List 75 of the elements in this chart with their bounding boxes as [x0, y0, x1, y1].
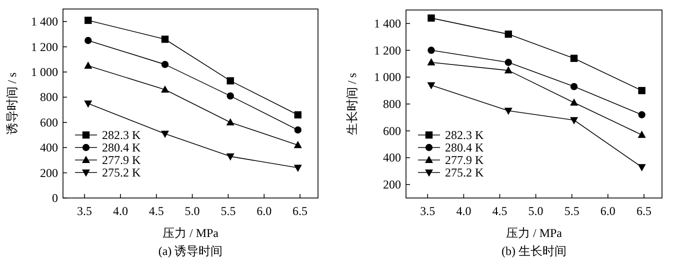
- y-tick-label: 1 400: [374, 16, 401, 30]
- y-tick-label: 200: [40, 166, 58, 180]
- y-tick-label: 200: [383, 178, 401, 192]
- y-tick-label: 800: [40, 90, 58, 104]
- point: [638, 130, 646, 138]
- x-tick-label: 6.5: [636, 204, 652, 218]
- point: [504, 30, 512, 38]
- y-tick-label: 800: [383, 97, 401, 111]
- point: [428, 46, 435, 54]
- x-tick-label: 6.0: [256, 204, 272, 218]
- point: [570, 82, 578, 90]
- text: (a) 诱导时间: [158, 244, 223, 258]
- point: [638, 86, 646, 94]
- x-tick-label: 5.5: [220, 204, 236, 218]
- point: [294, 111, 302, 118]
- point: [638, 111, 646, 118]
- point: [294, 164, 302, 172]
- y-axis-title: 诱导时间 / s: [5, 72, 19, 135]
- x-tick-label: 5.5: [564, 204, 580, 218]
- point: [427, 58, 436, 66]
- point: [638, 164, 646, 172]
- point: [504, 66, 512, 74]
- y-tick-label: 1 200: [374, 43, 401, 58]
- point: [294, 140, 302, 148]
- legend-label: 275.2 K: [445, 166, 484, 180]
- y-tick-label: 1 000: [31, 65, 58, 79]
- point: [294, 126, 302, 134]
- y-tick-label: 1 000: [374, 70, 401, 84]
- point: [226, 77, 234, 84]
- point: [161, 85, 169, 93]
- point: [84, 36, 92, 44]
- legend-label: 282.3 K: [445, 128, 484, 142]
- point: [504, 58, 512, 66]
- y-tick-label: 1 400: [31, 14, 58, 29]
- x-tick-label: 4.0: [112, 204, 128, 218]
- x-tick-label: 5.0: [184, 204, 200, 218]
- legend-label: 282.3 K: [102, 128, 141, 142]
- point: [570, 54, 578, 62]
- text: (b) 生长时间: [502, 244, 566, 258]
- x-tick-label: 3.5: [420, 204, 436, 218]
- point: [161, 130, 169, 138]
- point: [427, 82, 436, 90]
- point: [570, 98, 578, 106]
- point: [504, 108, 512, 115]
- x-axis-title: 压力 / MPa: [506, 226, 563, 240]
- point: [84, 100, 92, 108]
- y-axis-title: 生长时间 / s: [345, 72, 359, 136]
- y-tick-label: 400: [40, 140, 58, 155]
- point: [226, 153, 234, 161]
- x-tick-label: 6.0: [600, 204, 616, 218]
- x-tick-label: 4.0: [456, 204, 472, 218]
- y-tick-label: 600: [383, 124, 401, 138]
- legend-label: 277.9 K: [102, 153, 141, 168]
- legend-label: 275.2 K: [102, 166, 141, 180]
- point: [226, 118, 234, 126]
- point: [570, 117, 578, 124]
- x-tick-label: 5.0: [528, 204, 544, 218]
- legend-label: 280.4 K: [445, 140, 484, 155]
- point: [84, 16, 92, 24]
- point: [161, 36, 169, 43]
- x-tick-label: 3.5: [77, 204, 92, 218]
- legend-label: 280.4 K: [102, 140, 141, 155]
- y-tick-label: 400: [383, 150, 401, 165]
- x-tick-label: 4.5: [492, 204, 508, 218]
- point: [161, 60, 169, 68]
- legend-label: 277.9 K: [445, 153, 484, 168]
- point: [84, 62, 92, 69]
- point: [428, 14, 435, 22]
- y-tick-label: 0: [52, 191, 58, 205]
- y-tick-label: 1 200: [31, 40, 58, 54]
- x-axis-title: 压力 / MPa: [162, 226, 220, 240]
- x-tick-label: 4.5: [148, 204, 164, 218]
- point: [226, 92, 234, 100]
- x-tick-label: 6.5: [292, 204, 308, 218]
- y-tick-label: 600: [40, 115, 58, 130]
